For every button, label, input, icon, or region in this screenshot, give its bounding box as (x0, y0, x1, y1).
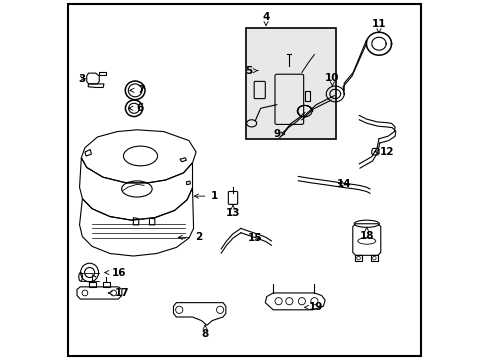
Text: 17: 17 (108, 288, 129, 298)
Text: 7: 7 (130, 85, 144, 95)
Text: 19: 19 (304, 302, 322, 312)
Text: 2: 2 (178, 232, 202, 242)
Text: 13: 13 (225, 205, 240, 218)
Text: 8: 8 (201, 325, 208, 339)
Text: 6: 6 (128, 103, 143, 113)
Text: 15: 15 (247, 233, 262, 243)
Text: 9: 9 (273, 129, 284, 139)
Text: 16: 16 (104, 267, 126, 278)
Text: 4: 4 (262, 12, 269, 26)
Text: 11: 11 (371, 19, 386, 33)
Text: 1: 1 (194, 191, 217, 201)
FancyBboxPatch shape (246, 28, 335, 139)
Text: 12: 12 (374, 147, 394, 157)
Text: 18: 18 (359, 228, 373, 240)
Text: 3: 3 (78, 73, 85, 84)
Text: 14: 14 (336, 179, 351, 189)
Text: 10: 10 (325, 73, 339, 86)
Bar (305, 91, 309, 101)
Text: 5: 5 (244, 66, 258, 76)
